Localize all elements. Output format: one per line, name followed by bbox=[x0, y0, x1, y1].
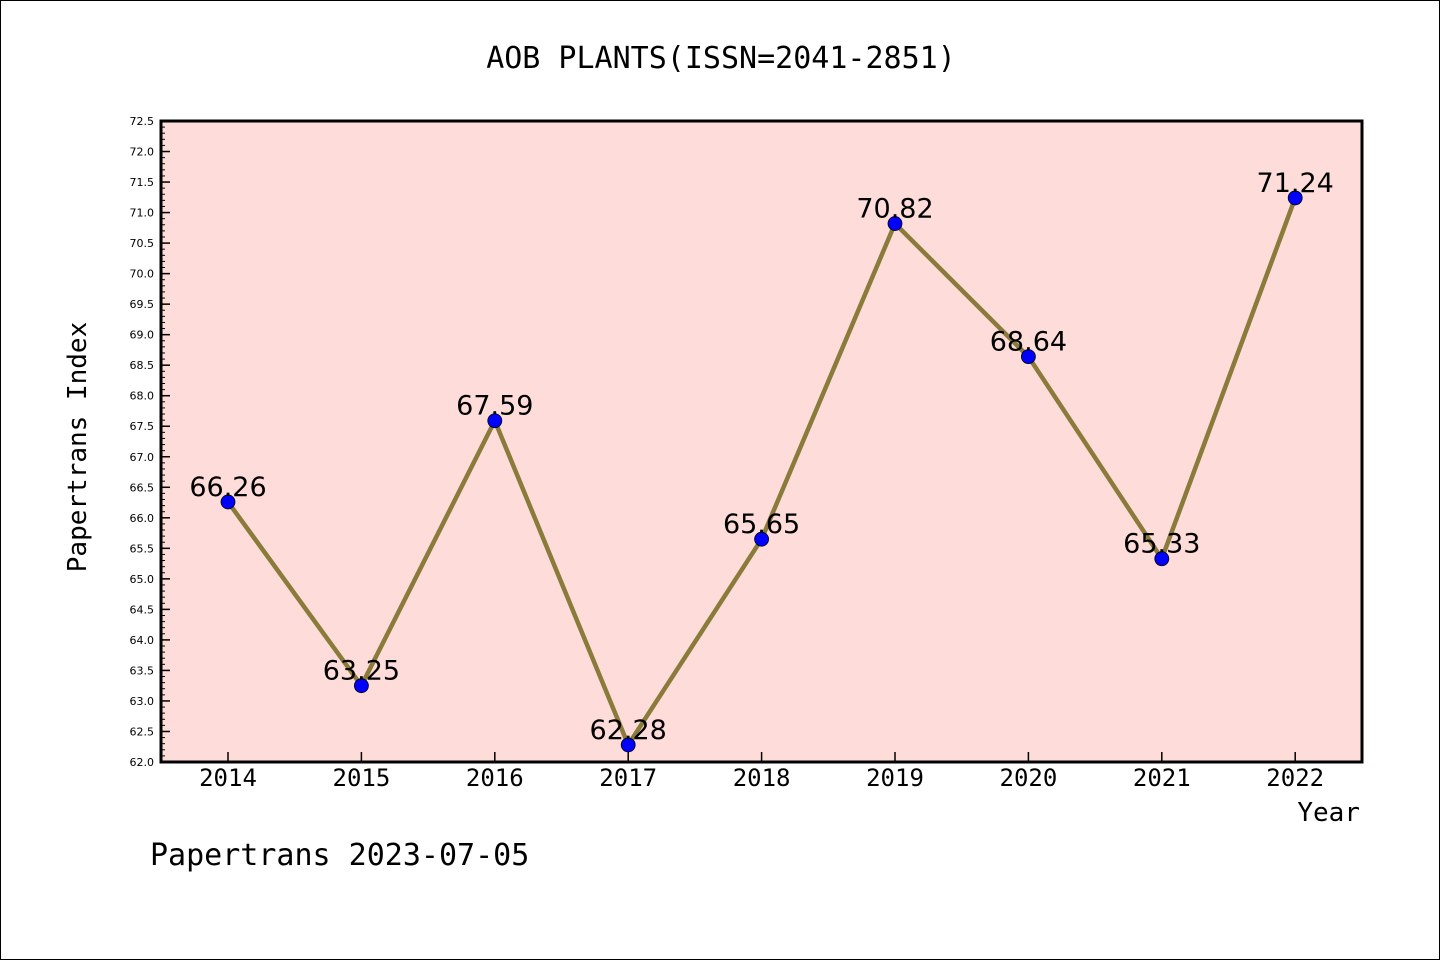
x-axis-label: Year bbox=[1297, 798, 1360, 828]
chart-title: AOB PLANTS(ISSN=2041-2851) bbox=[486, 41, 956, 76]
x-tick-label: 2017 bbox=[599, 764, 657, 792]
data-label: 71.24 bbox=[1257, 168, 1334, 199]
y-tick-label: 63.5 bbox=[130, 664, 155, 677]
y-tick-label: 69.5 bbox=[130, 298, 155, 311]
x-tick-label: 2020 bbox=[1000, 764, 1058, 792]
x-tick-label: 2018 bbox=[733, 764, 791, 792]
data-point bbox=[487, 413, 503, 429]
data-label: 67.59 bbox=[456, 391, 533, 422]
y-tick-label: 63.0 bbox=[130, 695, 155, 708]
y-tick-label: 65.5 bbox=[130, 542, 155, 555]
data-point bbox=[1021, 349, 1036, 365]
x-axis: 2014 2015 2016 2017 2018 2019 2020 2021 2022 bbox=[199, 752, 1324, 792]
y-tick-label: 64.5 bbox=[130, 603, 155, 616]
y-tick-label: 62.0 bbox=[130, 756, 155, 769]
data-point bbox=[1287, 190, 1303, 206]
data-label: 63.25 bbox=[323, 656, 400, 687]
series-group: 66.26 63.25 67.59 62.28 65.65 70.82 68.64 65.33… bbox=[189, 168, 1334, 753]
data-point bbox=[1154, 551, 1170, 567]
x-tick-label: 2016 bbox=[466, 764, 524, 792]
data-point bbox=[754, 531, 769, 547]
y-axis-label: Papertrans Index bbox=[63, 322, 93, 572]
y-tick-label: 72.0 bbox=[130, 146, 155, 159]
data-label: 66.26 bbox=[189, 472, 266, 503]
data-label: 62.28 bbox=[590, 715, 667, 746]
y-tick-label: 72.5 bbox=[130, 115, 155, 128]
y-tick-label: 70.5 bbox=[130, 237, 155, 250]
y-tick-label: 66.5 bbox=[130, 481, 155, 494]
footer-text: Papertrans 2023-07-05 bbox=[150, 838, 529, 873]
x-tick-label: 2019 bbox=[866, 764, 924, 792]
data-point bbox=[887, 216, 903, 231]
data-label: 65.65 bbox=[723, 509, 800, 540]
y-tick-label: 67.5 bbox=[130, 420, 155, 433]
y-tick-label: 70.0 bbox=[130, 268, 155, 281]
y-tick-label: 62.5 bbox=[130, 725, 155, 738]
data-point bbox=[620, 737, 636, 753]
x-tick-label: 2015 bbox=[333, 764, 391, 792]
x-tick-label: 2014 bbox=[199, 764, 257, 792]
y-tick-label: 67.0 bbox=[130, 451, 155, 464]
y-tick-label: 68.0 bbox=[130, 390, 155, 403]
data-label: 68.64 bbox=[990, 327, 1067, 358]
y-tick-label: 71.0 bbox=[130, 207, 155, 220]
y-tick-label: 68.5 bbox=[130, 359, 155, 372]
data-label: 65.33 bbox=[1123, 529, 1200, 560]
y-tick-label: 66.0 bbox=[130, 512, 155, 525]
y-tick-label: 71.5 bbox=[130, 176, 155, 189]
x-tick-label: 2022 bbox=[1266, 764, 1324, 792]
plot-area bbox=[159, 119, 1364, 764]
y-tick-label: 69.0 bbox=[130, 329, 155, 342]
x-tick-label: 2021 bbox=[1133, 764, 1191, 792]
y-tick-label: 65.0 bbox=[130, 573, 155, 586]
data-point bbox=[220, 494, 236, 510]
y-axis: 62.0 62.5 63.0 63.5 64.0 64.5 65.0 65.5 66.0 66.5… bbox=[130, 115, 170, 769]
data-point bbox=[353, 678, 369, 694]
y-tick-label: 64.0 bbox=[130, 634, 155, 647]
data-label: 70.82 bbox=[856, 194, 933, 225]
